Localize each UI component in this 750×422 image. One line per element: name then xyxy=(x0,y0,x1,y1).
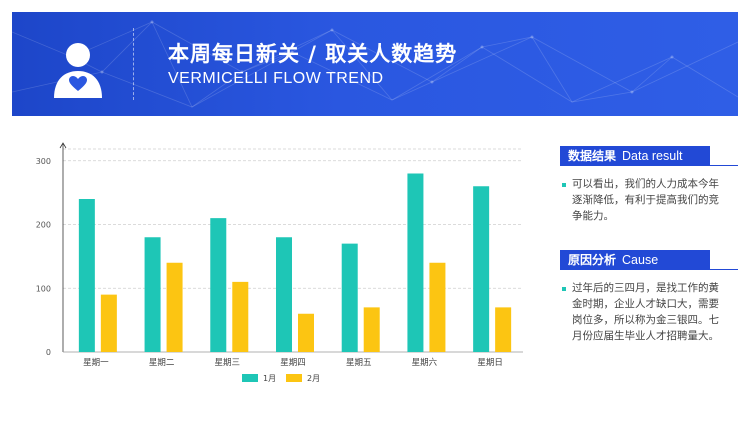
x-tick-label: 星期一 xyxy=(83,358,109,368)
x-tick-label: 星期六 xyxy=(412,357,438,368)
bar-chart: 0 100 200 300 星期一 星期二 星期三 星期四 星期五 星期六 星期日 1月 2月 xyxy=(36,142,523,383)
bar xyxy=(78,199,95,352)
y-tick-label: 100 xyxy=(36,284,51,293)
x-tick-label: 星期日 xyxy=(477,358,503,368)
legend-swatch xyxy=(242,374,258,382)
data-result-tag: 数据结果 Data result xyxy=(560,146,710,166)
bar xyxy=(100,294,117,352)
y-tick-label: 0 xyxy=(46,348,51,357)
cause-label-cn: 原因分析 xyxy=(568,253,617,267)
data-result-text: 可以看出，我们的人力成本今年逐渐降低，有利于提高我们的竞争能力。 xyxy=(572,178,719,222)
x-tick-label: 星期三 xyxy=(215,358,241,368)
cause-tag: 原因分析 Cause xyxy=(560,250,710,270)
bar xyxy=(144,237,161,352)
y-tick-label: 200 xyxy=(36,221,51,230)
bar xyxy=(232,281,249,352)
header-banner: 本周每日新关 / 取关人数趋势 VERMICELLI FLOW TREND xyxy=(12,12,738,116)
legend-swatch xyxy=(286,374,302,382)
y-tick-label: 300 xyxy=(36,157,51,166)
bar xyxy=(341,243,358,352)
bar xyxy=(473,186,490,352)
x-tick-label: 星期四 xyxy=(280,358,306,368)
page-title: 本周每日新关 / 取关人数趋势 xyxy=(168,42,458,66)
legend-label: 2月 xyxy=(307,374,320,383)
bar xyxy=(298,313,314,352)
x-tick-label: 星期五 xyxy=(346,358,372,368)
banner-divider xyxy=(133,28,134,100)
legend-label: 1月 xyxy=(263,374,276,383)
user-heart-icon xyxy=(54,43,102,98)
network-pattern-decoration xyxy=(12,20,738,108)
data-result-bullet xyxy=(562,183,566,187)
bar xyxy=(363,307,380,352)
page-subtitle: VERMICELLI FLOW TREND xyxy=(168,70,384,87)
data-result-underline xyxy=(560,165,738,166)
data-result-label-en: Data result xyxy=(622,149,683,163)
x-tick-label: 星期二 xyxy=(149,358,175,368)
bar xyxy=(210,218,227,352)
y-axis-arrow xyxy=(59,142,67,149)
cause-bullet xyxy=(562,287,566,291)
cause-underline xyxy=(560,269,738,270)
bar xyxy=(429,262,446,352)
bar xyxy=(495,307,512,352)
bar xyxy=(276,237,292,352)
cause-text: 过年后的三四月，是找工作的黄金时期，企业人才缺口大，需要岗位多，所以称为金三银四… xyxy=(572,282,719,342)
cause-label-en: Cause xyxy=(622,253,659,267)
bar xyxy=(166,262,183,352)
data-result-label-cn: 数据结果 xyxy=(568,149,617,163)
bar xyxy=(407,173,424,352)
